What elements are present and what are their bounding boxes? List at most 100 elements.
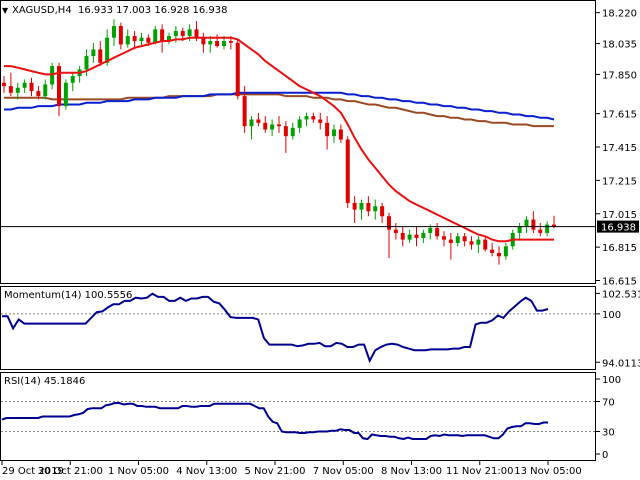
candle-body [270, 124, 275, 130]
candle[interactable] [503, 242, 508, 260]
candle-body [455, 236, 460, 243]
candle[interactable] [387, 212, 391, 258]
candle-body [325, 122, 330, 137]
candle-body [277, 124, 281, 127]
candle-body [359, 202, 364, 210]
candle[interactable] [380, 202, 385, 223]
candle[interactable] [332, 124, 336, 143]
candle-body [393, 229, 398, 233]
candle[interactable] [105, 29, 110, 67]
candle[interactable] [2, 76, 6, 93]
candle-body [490, 249, 495, 253]
candle-body [8, 86, 13, 93]
candle-body [373, 206, 378, 212]
candle[interactable] [407, 229, 412, 243]
candle[interactable] [263, 116, 268, 133]
candle[interactable] [318, 112, 323, 130]
candle[interactable] [98, 41, 103, 67]
candle[interactable] [400, 226, 405, 247]
candle[interactable] [43, 79, 48, 100]
candle[interactable] [414, 226, 419, 247]
rsi-tick-label: 100 [602, 375, 621, 386]
candle-body [222, 41, 226, 47]
candle[interactable] [249, 116, 254, 140]
current-price-badge [597, 220, 639, 233]
momentum-pane[interactable] [0, 286, 596, 370]
candle[interactable] [215, 34, 220, 48]
candle[interactable] [70, 72, 75, 92]
price-pane[interactable] [0, 0, 596, 284]
candle[interactable] [448, 232, 453, 260]
candle[interactable] [469, 236, 474, 250]
candle[interactable] [297, 116, 302, 133]
candle[interactable] [235, 39, 240, 100]
candle[interactable] [118, 22, 123, 50]
candle[interactable] [36, 86, 41, 100]
candle[interactable] [112, 19, 116, 47]
candle[interactable] [22, 79, 27, 93]
candle[interactable] [524, 216, 529, 233]
candle[interactable] [139, 32, 144, 47]
candle[interactable] [167, 32, 171, 45]
candle[interactable] [132, 31, 137, 50]
candle[interactable] [160, 24, 165, 53]
candle[interactable] [352, 196, 357, 223]
candle[interactable] [290, 122, 295, 140]
collapse-icon[interactable]: ▼ [2, 6, 9, 15]
momentum-line [2, 292, 549, 364]
candle[interactable] [393, 222, 398, 240]
candle-body [153, 29, 158, 43]
candle-body [228, 41, 233, 43]
candle[interactable] [462, 232, 467, 247]
time-tick-label: 5 Nov 21:00 [244, 466, 305, 477]
candle[interactable] [153, 26, 158, 45]
ma-slow-line [4, 93, 554, 128]
candle-body [63, 82, 68, 107]
candle[interactable] [311, 112, 316, 123]
candle[interactable] [442, 231, 446, 247]
time-tick-label: 30 Oct 21:00 [38, 466, 103, 477]
candle[interactable] [428, 224, 433, 240]
candle[interactable] [201, 32, 206, 53]
candle[interactable] [476, 236, 481, 253]
candle-body [249, 119, 254, 127]
candle[interactable] [531, 211, 536, 233]
candle[interactable] [325, 116, 330, 150]
candle[interactable] [545, 221, 550, 237]
candle[interactable] [283, 121, 288, 153]
candle[interactable] [538, 222, 543, 237]
rsi-pane[interactable] [0, 372, 596, 461]
candle-body [435, 227, 440, 237]
candle[interactable] [57, 62, 61, 117]
candle[interactable] [338, 124, 343, 143]
candle[interactable] [455, 232, 460, 247]
candle[interactable] [497, 246, 501, 265]
candle[interactable] [15, 82, 20, 100]
candle[interactable] [373, 199, 378, 220]
candle[interactable] [242, 86, 247, 133]
candle[interactable] [91, 42, 96, 63]
candle[interactable] [490, 242, 495, 257]
price-tick-label: 17.850 [602, 70, 637, 81]
candle[interactable] [125, 29, 130, 48]
candle-body [332, 129, 336, 137]
candle[interactable] [29, 77, 34, 97]
candle-body [503, 246, 508, 257]
candle[interactable] [345, 136, 350, 208]
candle[interactable] [359, 199, 364, 220]
momentum-tick-label: 100 [602, 310, 621, 321]
candle[interactable] [256, 112, 261, 127]
candle[interactable] [304, 112, 309, 127]
candle[interactable] [421, 229, 426, 243]
candle[interactable] [208, 36, 213, 53]
candle[interactable] [270, 119, 275, 137]
candle[interactable] [435, 222, 440, 240]
candle[interactable] [366, 196, 371, 217]
candle[interactable] [483, 236, 488, 252]
time-tick-label: 7 Nov 05:00 [313, 466, 374, 477]
candle[interactable] [8, 72, 13, 97]
candle[interactable] [277, 116, 281, 133]
candle[interactable] [63, 79, 68, 110]
candle[interactable] [517, 222, 522, 240]
